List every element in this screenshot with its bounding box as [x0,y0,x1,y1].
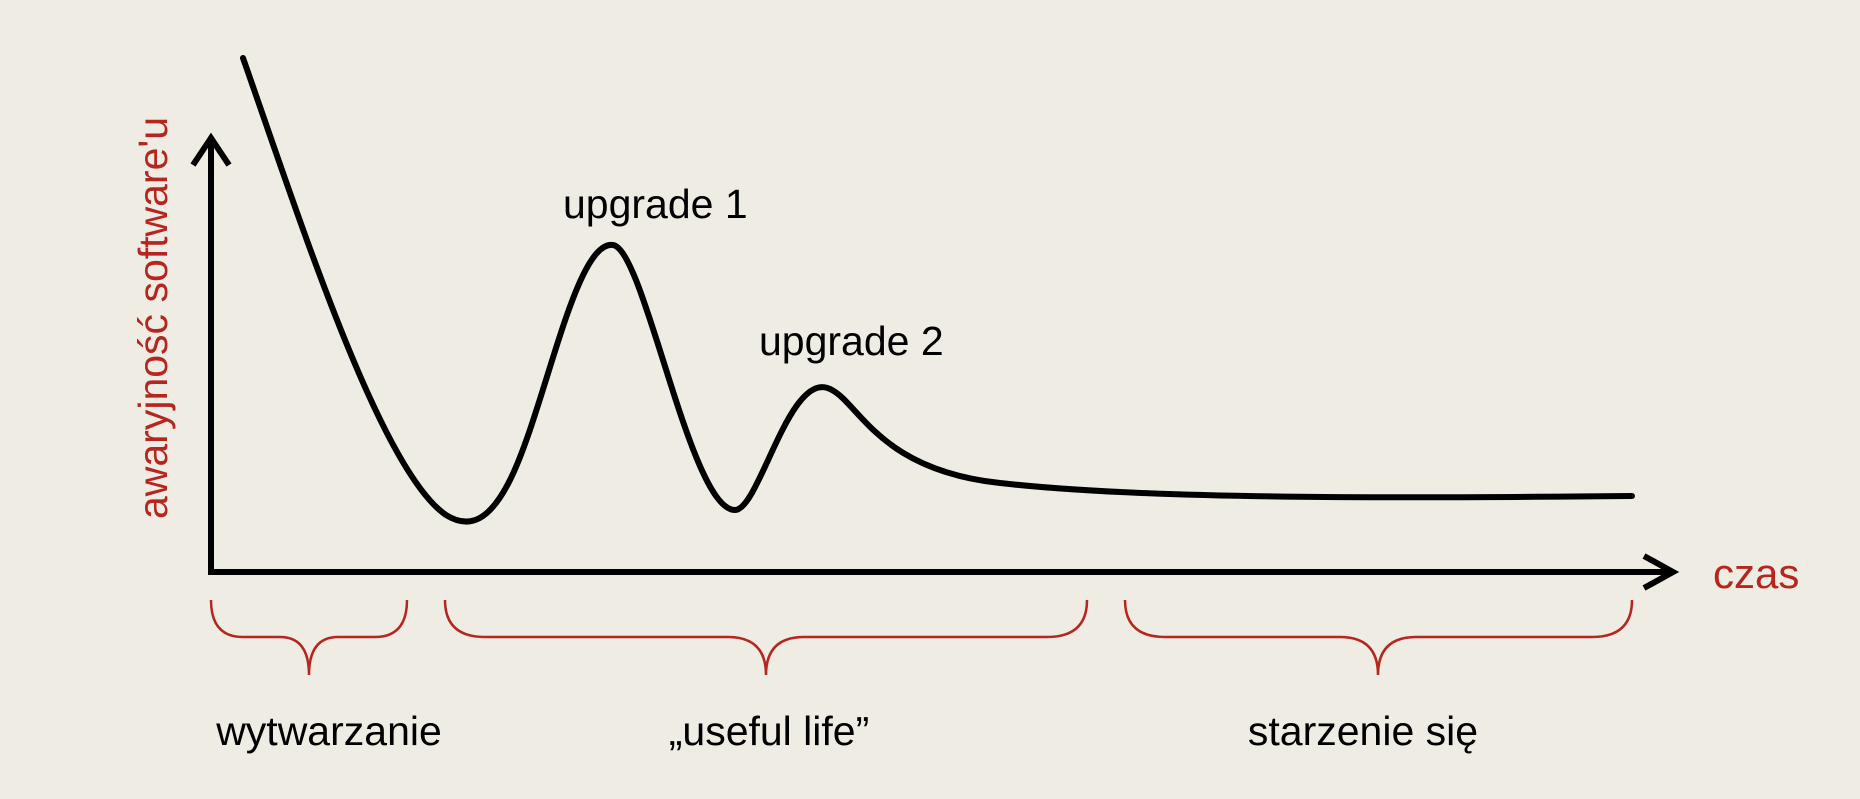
brace-wytwarzanie [209,599,409,676]
x-axis-label: czas [1713,550,1799,597]
upgrade-1-label: upgrade 1 [563,181,748,227]
brace-starzenie [1123,599,1634,676]
y-axis-label: awaryjność software'u [130,117,176,519]
phase-label-wytwarzanie: wytwarzanie [215,708,442,754]
phase-label-starzenie: starzenie się [1248,708,1478,754]
phase-label-useful-life: „useful life” [669,708,870,754]
brace-useful-life [443,599,1089,676]
upgrade-2-label: upgrade 2 [759,318,944,364]
failure-rate-curve [240,55,1635,525]
y-axis-arrowhead [190,132,232,167]
x-axis-arrowhead [1642,553,1680,591]
